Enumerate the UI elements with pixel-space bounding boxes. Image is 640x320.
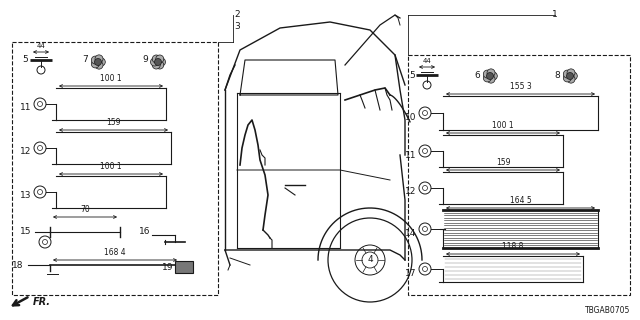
Circle shape xyxy=(563,70,572,78)
Circle shape xyxy=(563,74,572,82)
Circle shape xyxy=(92,56,99,64)
Text: 168 4: 168 4 xyxy=(104,248,126,257)
Circle shape xyxy=(570,72,577,80)
Circle shape xyxy=(150,58,159,66)
Bar xyxy=(175,261,193,273)
Text: 100 1: 100 1 xyxy=(100,162,122,171)
Text: 3: 3 xyxy=(234,22,240,31)
Text: 12: 12 xyxy=(20,148,31,156)
Text: TBGAB0705: TBGAB0705 xyxy=(584,306,630,315)
Text: 5: 5 xyxy=(22,55,28,65)
Circle shape xyxy=(156,61,164,69)
Text: 159: 159 xyxy=(496,158,510,167)
Text: 13: 13 xyxy=(19,191,31,201)
Text: 2: 2 xyxy=(234,10,240,19)
Text: 5: 5 xyxy=(409,70,415,79)
Circle shape xyxy=(486,73,493,79)
Text: 6: 6 xyxy=(474,70,480,79)
Circle shape xyxy=(152,61,160,69)
Bar xyxy=(408,55,630,295)
Circle shape xyxy=(95,61,103,69)
Text: 159: 159 xyxy=(106,118,121,127)
Bar xyxy=(12,42,218,295)
Circle shape xyxy=(92,60,99,68)
Circle shape xyxy=(97,58,106,66)
Circle shape xyxy=(483,74,492,82)
Text: 12: 12 xyxy=(404,188,416,196)
Text: 10: 10 xyxy=(404,113,416,122)
Circle shape xyxy=(152,55,160,63)
Text: 16: 16 xyxy=(138,227,150,236)
Text: 11: 11 xyxy=(404,150,416,159)
Circle shape xyxy=(566,73,573,79)
Circle shape xyxy=(154,59,161,66)
Circle shape xyxy=(95,55,103,63)
Text: 70: 70 xyxy=(80,205,90,214)
Text: FR.: FR. xyxy=(33,297,51,307)
Circle shape xyxy=(483,70,492,78)
Text: 14: 14 xyxy=(404,228,416,237)
Text: 100 1: 100 1 xyxy=(100,74,122,83)
Text: 8: 8 xyxy=(554,70,560,79)
Text: 19: 19 xyxy=(161,262,173,271)
Circle shape xyxy=(487,69,495,77)
Circle shape xyxy=(487,75,495,83)
Text: 15: 15 xyxy=(19,228,31,236)
Circle shape xyxy=(490,72,497,80)
Text: 11: 11 xyxy=(19,103,31,113)
Text: 4: 4 xyxy=(367,255,373,265)
Circle shape xyxy=(157,58,166,66)
Circle shape xyxy=(567,69,575,77)
Circle shape xyxy=(156,55,164,63)
Text: 155 3: 155 3 xyxy=(509,82,531,91)
Text: 9: 9 xyxy=(142,55,148,65)
Text: 7: 7 xyxy=(83,55,88,65)
Text: 44: 44 xyxy=(422,58,431,64)
Circle shape xyxy=(567,75,575,83)
Text: 44: 44 xyxy=(36,43,45,49)
Text: 100 1: 100 1 xyxy=(492,121,514,130)
Text: 118 8: 118 8 xyxy=(502,242,524,251)
Text: 164 5: 164 5 xyxy=(509,196,531,205)
Circle shape xyxy=(95,59,102,66)
Text: 1: 1 xyxy=(552,10,558,19)
Text: 18: 18 xyxy=(12,260,23,269)
Text: 17: 17 xyxy=(404,268,416,277)
